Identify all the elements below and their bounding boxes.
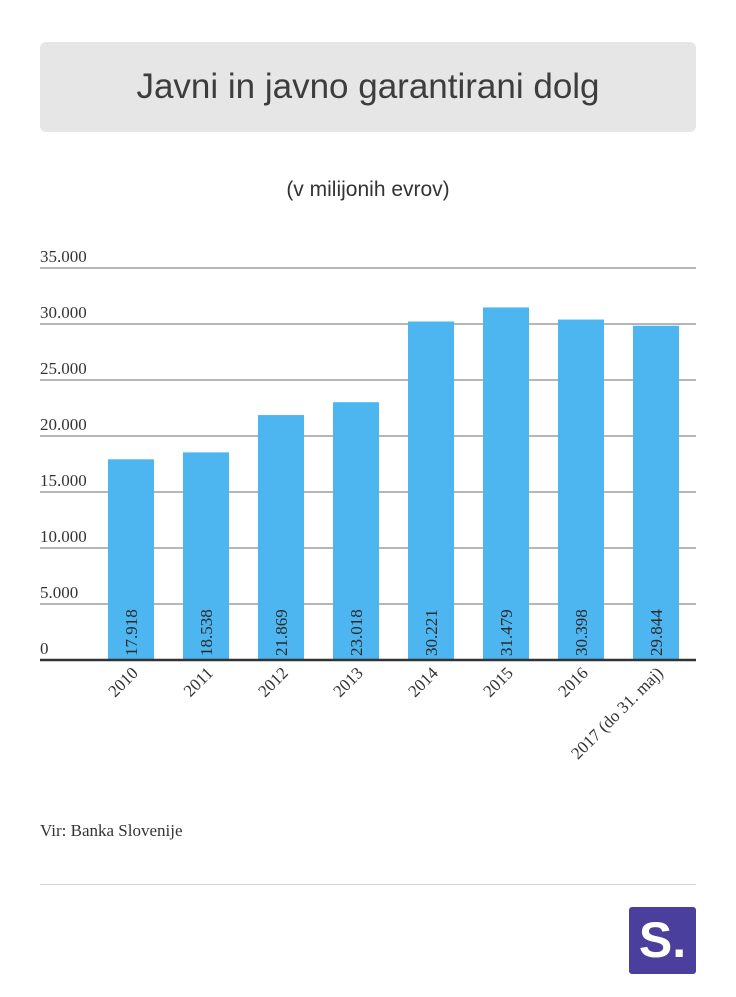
y-tick-label: 35.000 [40,247,87,266]
bar-value-label: 31.479 [497,609,516,656]
logo-text: S. [638,911,687,968]
bar-value-label: 17.918 [122,609,141,656]
y-tick-label: 10.000 [40,527,87,546]
bar [483,307,529,660]
bar [558,319,604,660]
bar-value-label: 29.844 [647,609,666,656]
bar-value-label: 21.869 [272,609,291,656]
x-tick-label: 2016 [554,663,591,700]
bar-value-label: 23.018 [347,609,366,656]
x-tick-label: 2013 [329,663,366,700]
x-tick-label: 2015 [479,663,516,700]
bar-value-label: 30.221 [422,609,441,656]
y-tick-label: 25.000 [40,359,87,378]
bar [408,321,454,660]
chart-subtitle: (v milijonih evrov) [286,178,450,201]
source-note: Vir: Banka Slovenije [40,821,183,840]
bar-value-label: 18.538 [197,609,216,656]
y-tick-label: 20.000 [40,415,87,434]
chart-title: Javni in javno garantirani dolg [136,67,600,106]
y-tick-label: 0 [40,639,49,658]
bar [333,402,379,660]
bar [108,459,154,660]
publisher-logo[interactable]: S. [629,907,696,974]
x-tick-label: 2014 [404,663,442,701]
bar-chart: 0 5.000 10.000 15.000 20.000 25.000 30.000 35.0… [40,247,696,763]
x-tick-label: 2010 [104,663,141,700]
title-box: Javni in javno garantirani dolg [40,42,696,132]
x-tick-label: 2012 [254,663,291,700]
divider [40,884,696,885]
bar [183,452,229,660]
y-tick-label: 30.000 [40,303,87,322]
bar-value-label: 30.398 [572,609,591,656]
bar [633,325,679,660]
x-tick-label: 2011 [180,663,217,700]
y-tick-label: 5.000 [40,583,78,602]
y-tick-label: 15.000 [40,471,87,490]
bar [258,415,304,660]
